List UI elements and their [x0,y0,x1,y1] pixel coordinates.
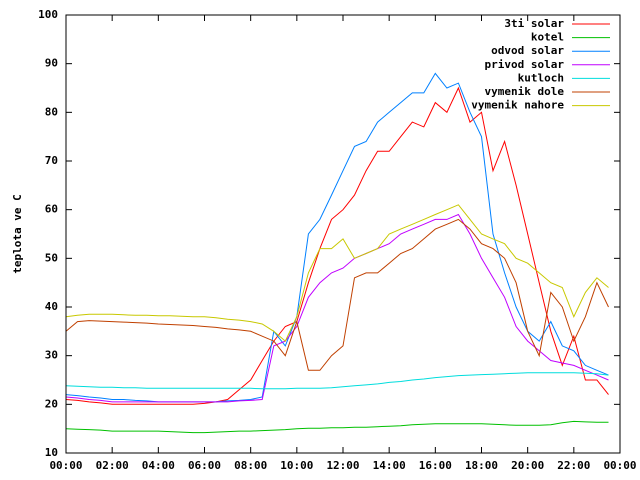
x-tick-label: 00:00 [603,459,636,472]
legend-label: kotel [531,31,564,44]
y-tick-label: 90 [45,57,58,70]
y-axis-label: teplota ve C [11,194,24,273]
series-line [65,372,609,390]
x-tick-label: 10:00 [280,459,313,472]
y-tick-label: 20 [45,397,58,410]
series-line [65,420,609,434]
y-tick-label: 100 [38,8,58,21]
series-line [65,213,609,403]
x-tick-label: 18:00 [465,459,498,472]
legend-label: vymenik nahore [471,99,564,112]
legend-label: 3ti solar [504,17,564,30]
y-tick-label: 40 [45,300,58,313]
x-tick-label: 00:00 [49,459,82,472]
plot-border [65,14,621,454]
x-tick-label: 16:00 [419,459,452,472]
x-tick-label: 22:00 [557,459,590,472]
series-line [65,204,609,342]
x-tick-label: 20:00 [511,459,544,472]
y-tick-label: 80 [45,105,58,118]
y-tick-label: 60 [45,203,58,216]
legend-label: privod solar [485,58,565,71]
legend-label: kutloch [518,71,564,84]
x-tick-label: 14:00 [373,459,406,472]
y-tick-label: 50 [45,251,58,264]
y-tick-label: 10 [45,446,58,459]
legend-label: vymenik dole [485,85,565,98]
x-tick-label: 02:00 [96,459,129,472]
x-tick-label: 04:00 [142,459,175,472]
y-tick-label: 70 [45,154,58,167]
legend-label: odvod solar [491,44,564,57]
x-tick-label: 08:00 [234,459,267,472]
series-line [65,218,609,371]
x-tick-label: 12:00 [326,459,359,472]
y-tick-label: 30 [45,349,58,362]
series-line [65,86,609,405]
series-line [65,72,609,403]
x-tick-label: 06:00 [188,459,221,472]
